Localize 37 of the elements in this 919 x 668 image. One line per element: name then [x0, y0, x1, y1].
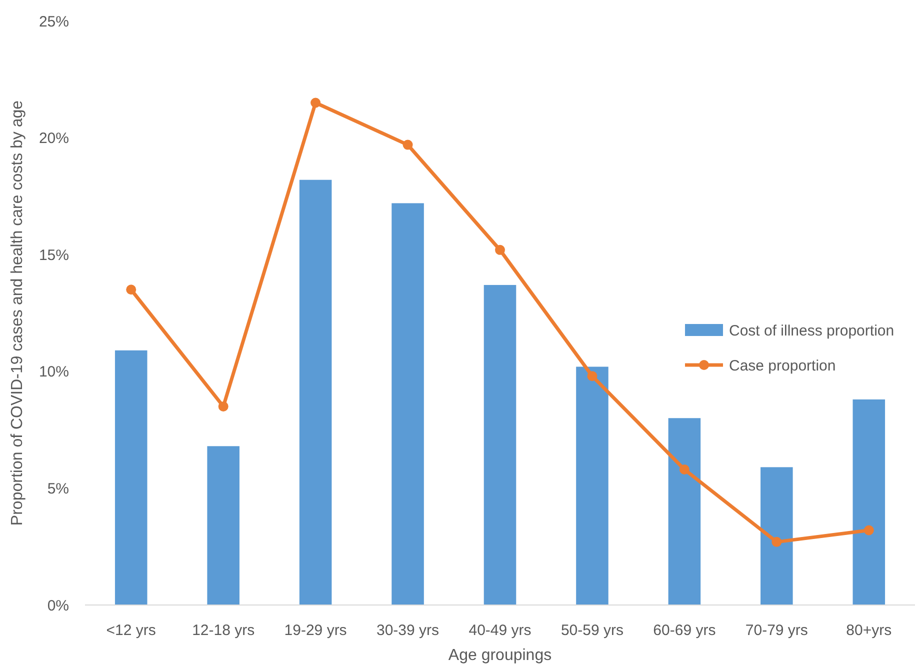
x-tick-label: 80+yrs [846, 622, 892, 639]
y-tick-label: 20% [38, 130, 69, 148]
y-tick-label: 5% [47, 480, 69, 498]
y-tick-label: 10% [38, 364, 69, 381]
point [126, 284, 136, 295]
y-tick-label: 0% [47, 597, 69, 614]
bar [299, 180, 332, 605]
legend-label: Cost of illness proportion [729, 322, 894, 340]
y-axis-title: Proportion of COVID-19 cases and health care costs by age [9, 100, 26, 526]
point [495, 244, 505, 255]
y-tick-label: 25% [38, 13, 69, 30]
point [864, 525, 874, 536]
x-tick-label: 30-39 yrs [376, 622, 440, 639]
point [310, 98, 321, 108]
bar [207, 446, 240, 605]
bar [852, 399, 886, 605]
point [587, 371, 598, 382]
legend-label: Case proportion [729, 357, 836, 374]
x-axis-title: Age groupings [448, 647, 552, 664]
x-tick-label: 50-59 yrs [560, 622, 624, 639]
point [402, 140, 413, 150]
point [218, 401, 228, 412]
bar [484, 284, 516, 605]
bar [668, 418, 701, 605]
x-tick-label: 70-79 yrs [745, 622, 808, 639]
y-tick-label: 15% [38, 246, 69, 264]
bar [392, 203, 424, 605]
bar [576, 366, 608, 605]
x-tick-label: 40-49 yrs [468, 622, 532, 639]
x-tick-label: 12-18 yrs [192, 622, 255, 639]
x-tick-label: 60-69 yrs [653, 622, 716, 639]
x-tick-label: <12 yrs [106, 622, 156, 639]
bar [760, 467, 793, 605]
x-tick-label: 19-29 yrs [284, 622, 347, 639]
bar [114, 350, 148, 605]
point [772, 536, 782, 547]
point [679, 464, 690, 475]
